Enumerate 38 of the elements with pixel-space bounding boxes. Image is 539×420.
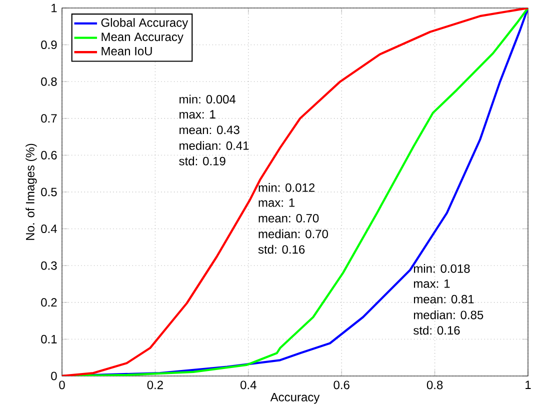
annotation: max: 1 xyxy=(258,198,295,207)
x-tick-label: 0.4 xyxy=(240,380,256,390)
x-tick-label: 0.6 xyxy=(334,380,350,390)
y-tick-label: 0.8 xyxy=(41,77,57,86)
line-series xyxy=(62,8,528,376)
x-tick-label: 0.2 xyxy=(147,380,163,390)
x-tick-label: 0 xyxy=(59,380,65,390)
annotation: median: 0.85 xyxy=(414,310,484,320)
y-tick-label: 1 xyxy=(52,4,57,12)
y-tick-label: 0.5 xyxy=(41,188,57,196)
annotation: mean: 0.81 xyxy=(414,294,474,304)
y-tick-label: 0.7 xyxy=(41,114,57,123)
annotation: mean: 0.43 xyxy=(180,126,240,134)
annotation: std: 0.16 xyxy=(258,244,305,254)
x-axis-title: Accuracy xyxy=(270,393,320,404)
y-tick-label: 0.4 xyxy=(41,224,57,234)
annotation: median: 0.70 xyxy=(258,229,328,238)
y-tick-label: 0.1 xyxy=(41,334,57,344)
annotation: mean: 0.70 xyxy=(258,214,319,222)
annotation: median: 0.41 xyxy=(180,141,249,150)
annotation: max: 1 xyxy=(180,110,216,119)
y-tick-label: 0 xyxy=(51,372,57,380)
annotation: std: 0.19 xyxy=(179,156,226,166)
annotation: min: 0.012 xyxy=(258,183,315,192)
y-tick-label: 0.3 xyxy=(41,261,57,270)
legend-label: Mean IoU xyxy=(102,46,152,56)
annotation: std: 0.16 xyxy=(414,326,460,335)
annotation: min: 0.004 xyxy=(180,94,236,104)
annotation: min: 0.018 xyxy=(414,264,470,273)
y-tick-label: 0.2 xyxy=(41,298,57,307)
y-axis-title: No. of Images (%) xyxy=(26,144,37,240)
annotation: max: 1 xyxy=(414,279,450,288)
y-tick-label: 0.9 xyxy=(41,40,57,50)
x-tick-label: 0.8 xyxy=(426,380,443,390)
x-tick-label: 1 xyxy=(526,380,531,389)
legend-label: Global Accuracy xyxy=(101,18,188,30)
legend-label: Mean Accuracy xyxy=(102,32,184,44)
y-tick-label: 0.6 xyxy=(41,150,57,160)
